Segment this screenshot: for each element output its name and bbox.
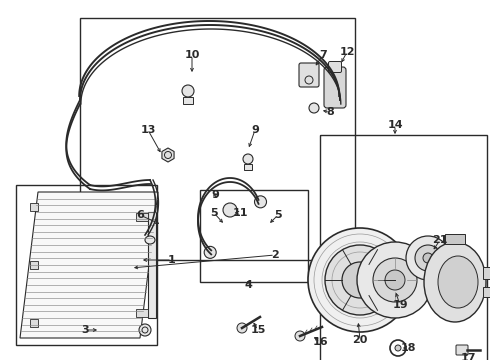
Circle shape — [406, 236, 450, 280]
Ellipse shape — [424, 242, 486, 322]
Text: 12: 12 — [339, 47, 355, 57]
Circle shape — [295, 331, 305, 341]
Ellipse shape — [145, 236, 155, 244]
Polygon shape — [162, 148, 174, 162]
Bar — [30, 319, 38, 327]
Circle shape — [385, 270, 405, 290]
Text: 18: 18 — [400, 343, 416, 353]
Circle shape — [204, 246, 216, 258]
Bar — [80, 18, 355, 260]
Text: 1: 1 — [168, 255, 176, 265]
Text: 17: 17 — [460, 353, 476, 360]
Circle shape — [254, 196, 267, 208]
Text: 21: 21 — [432, 235, 448, 245]
Circle shape — [309, 103, 319, 113]
Circle shape — [423, 253, 433, 263]
Circle shape — [223, 203, 237, 217]
Text: 11: 11 — [232, 208, 248, 218]
Text: 16: 16 — [312, 337, 328, 347]
Text: 20: 20 — [352, 335, 368, 345]
Circle shape — [342, 262, 378, 298]
Text: 2: 2 — [271, 250, 279, 260]
Bar — [244, 164, 252, 170]
Circle shape — [182, 85, 194, 97]
Bar — [483, 267, 490, 279]
Bar — [320, 135, 487, 360]
Circle shape — [308, 228, 412, 332]
Text: 8: 8 — [326, 107, 334, 117]
Bar — [148, 212, 156, 318]
Text: 9: 9 — [211, 190, 219, 200]
Text: 14: 14 — [387, 120, 403, 130]
Text: 6: 6 — [136, 210, 144, 220]
Bar — [16, 185, 157, 345]
Bar — [136, 213, 148, 221]
Text: 13: 13 — [140, 125, 156, 135]
Text: 3: 3 — [81, 325, 89, 335]
Text: 5: 5 — [274, 210, 282, 220]
Bar — [30, 203, 38, 211]
Ellipse shape — [438, 256, 478, 308]
Circle shape — [357, 242, 433, 318]
Circle shape — [139, 324, 151, 336]
Text: 5: 5 — [210, 208, 218, 218]
Bar — [183, 97, 193, 104]
Circle shape — [415, 245, 441, 271]
Circle shape — [237, 323, 247, 333]
Text: 4: 4 — [244, 280, 252, 290]
Polygon shape — [20, 192, 158, 338]
Circle shape — [325, 245, 395, 315]
FancyBboxPatch shape — [299, 63, 319, 87]
Text: 19: 19 — [392, 300, 408, 310]
Text: 15: 15 — [250, 325, 266, 335]
Text: 9: 9 — [251, 125, 259, 135]
Circle shape — [373, 258, 417, 302]
FancyBboxPatch shape — [456, 345, 468, 355]
Circle shape — [395, 345, 401, 351]
Circle shape — [243, 154, 253, 164]
FancyBboxPatch shape — [324, 67, 346, 108]
Bar — [200, 190, 308, 282]
Text: 10: 10 — [184, 50, 200, 60]
Bar — [30, 261, 38, 269]
Text: 7: 7 — [319, 50, 327, 60]
FancyBboxPatch shape — [328, 62, 342, 72]
Bar — [445, 234, 465, 244]
Bar — [483, 287, 490, 297]
Bar — [136, 309, 148, 317]
